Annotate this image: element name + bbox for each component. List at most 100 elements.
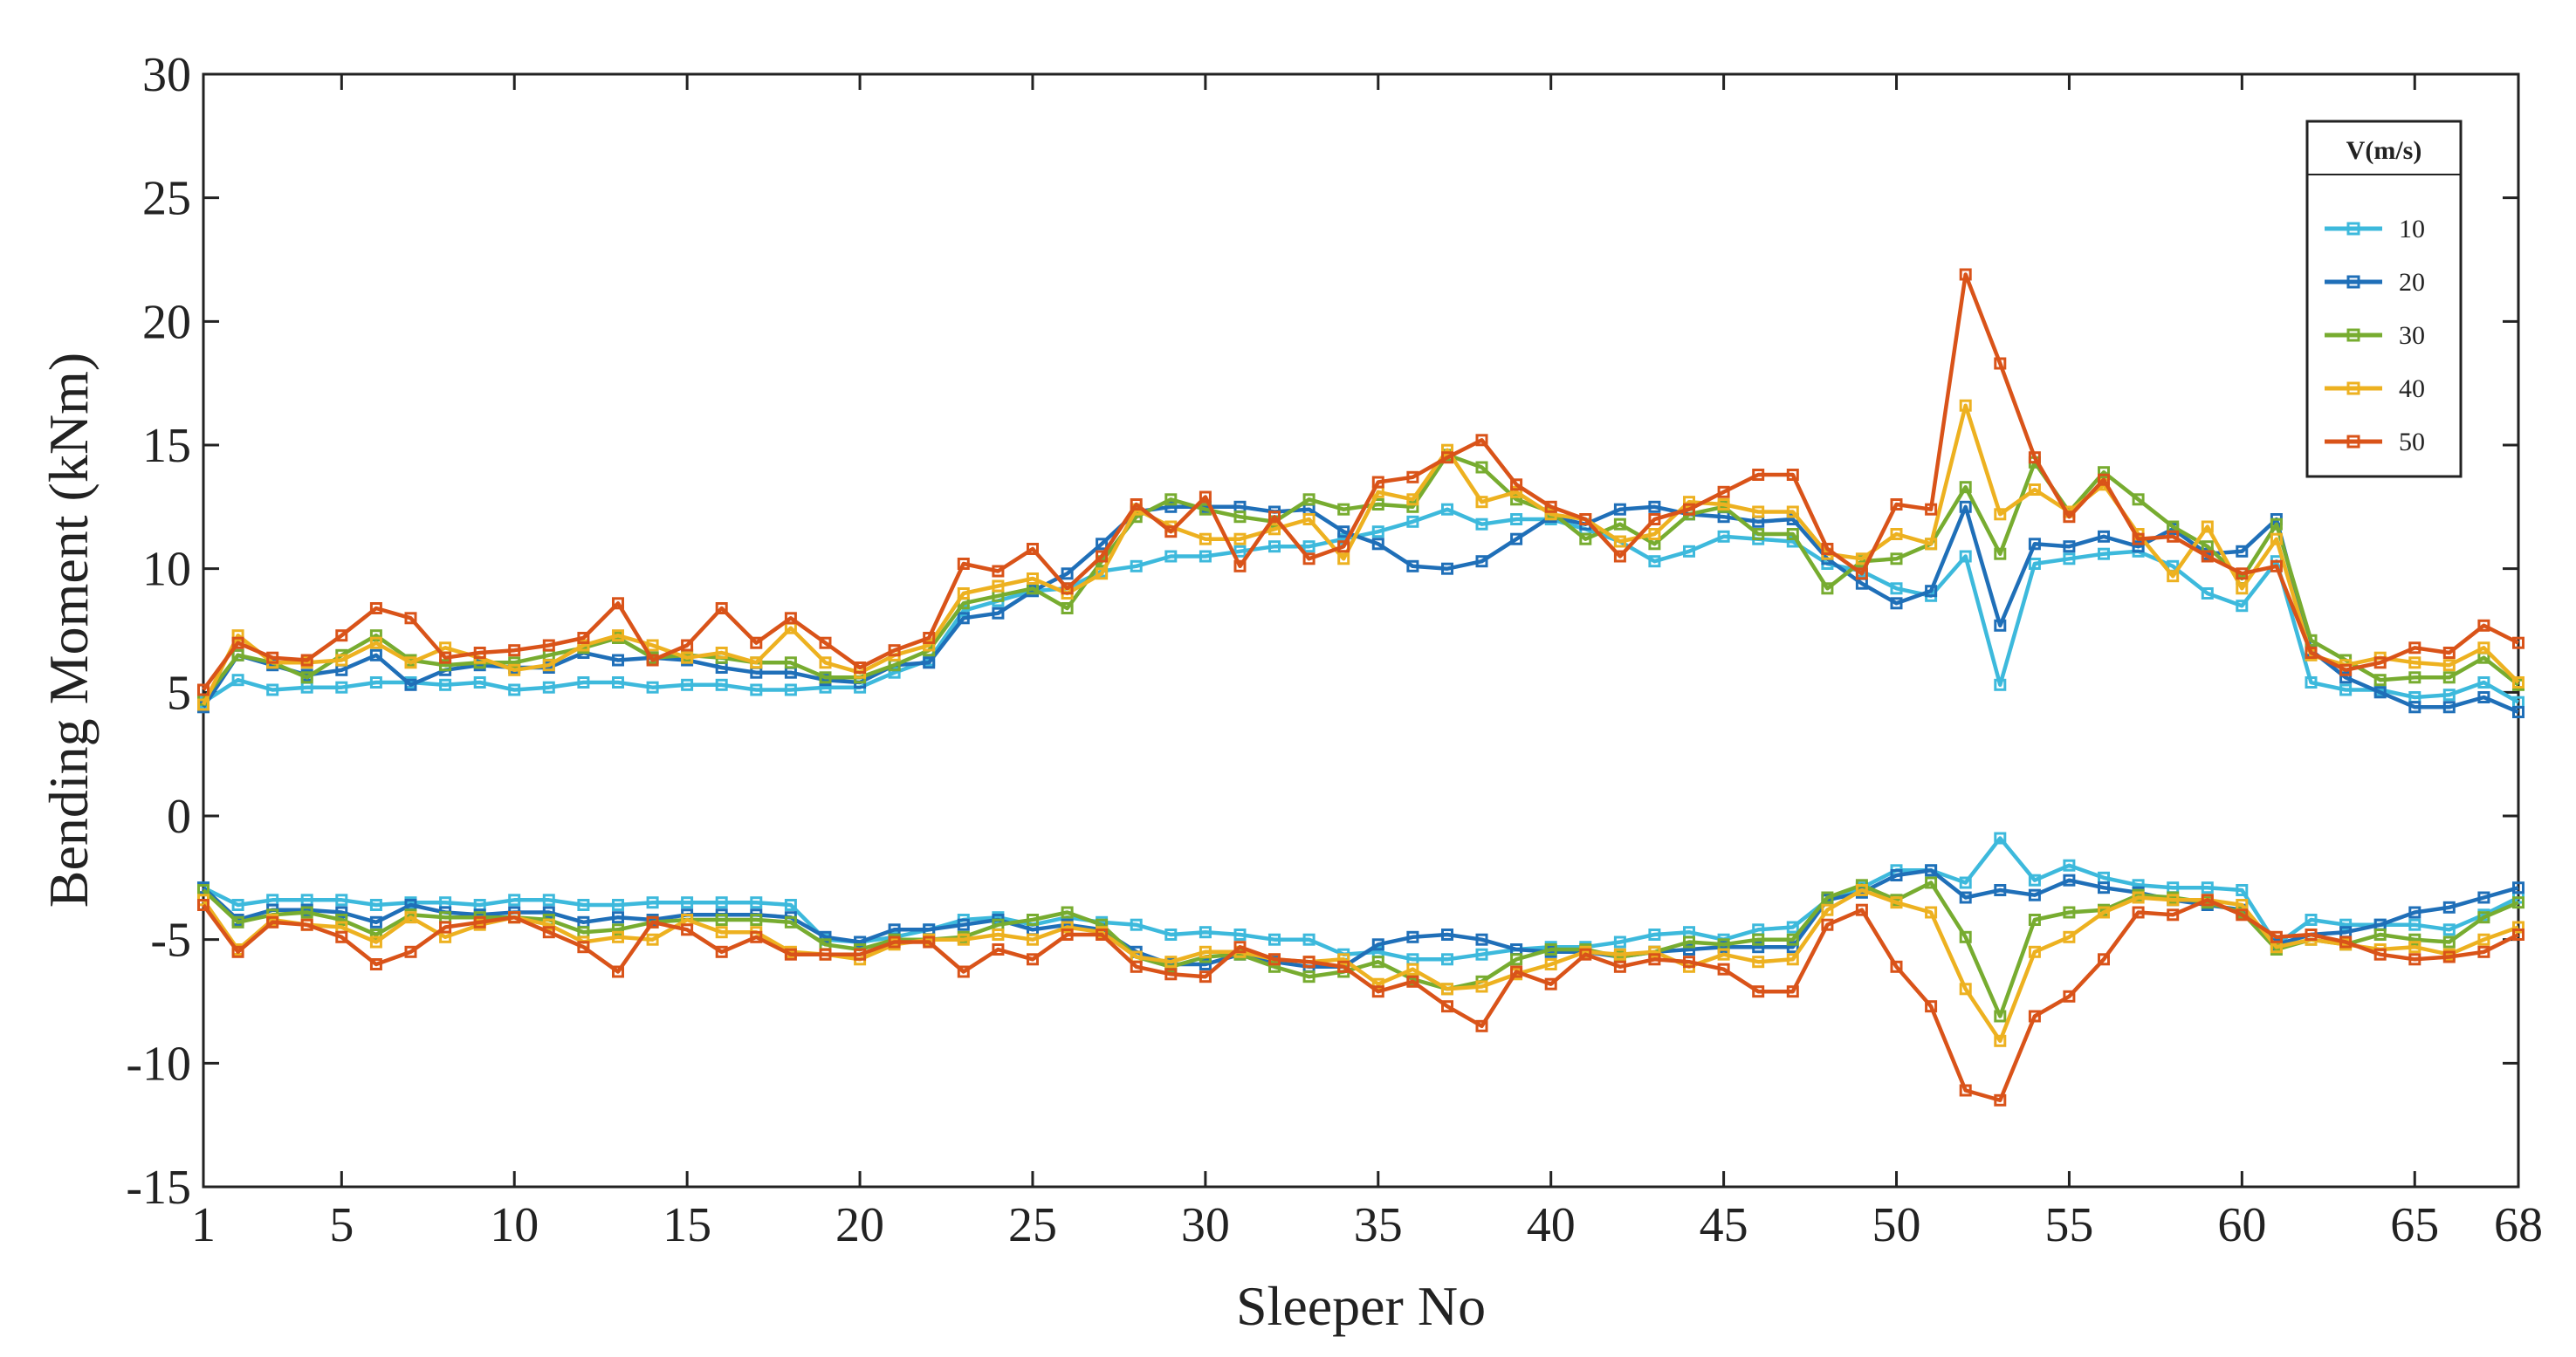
data-point xyxy=(2063,552,2076,565)
data-point xyxy=(1302,513,1315,525)
data-point xyxy=(2373,948,2387,961)
data-point xyxy=(2098,953,2110,966)
data-point xyxy=(2028,558,2041,570)
data-point xyxy=(2408,671,2421,684)
data-point xyxy=(2408,953,2421,966)
data-point xyxy=(1061,567,1074,580)
data-point xyxy=(2477,691,2490,703)
data-point xyxy=(888,666,901,679)
data-point xyxy=(2063,540,2076,553)
data-point xyxy=(335,914,348,926)
data-point xyxy=(473,647,486,659)
data-point xyxy=(2063,511,2076,524)
data-point xyxy=(404,945,417,958)
legend-swatch-marker xyxy=(2346,328,2360,342)
x-axis-ticks: 1 5 10 15 20 25 30 35 40 45 50 55 60 65 68 xyxy=(191,74,2543,1252)
x-tick-label: 1 xyxy=(191,1198,216,1252)
data-point xyxy=(784,612,797,625)
data-point xyxy=(612,930,624,943)
data-point xyxy=(1199,490,1212,504)
data-point xyxy=(2236,600,2249,613)
data-point xyxy=(1544,508,1557,521)
data-point xyxy=(266,683,279,696)
data-point xyxy=(1717,530,1730,543)
data-point xyxy=(1752,985,1765,998)
data-point xyxy=(715,678,728,691)
data-point xyxy=(1786,505,1799,518)
y-tick-label: -15 xyxy=(126,1161,191,1215)
data-point xyxy=(2028,874,2041,887)
data-point xyxy=(335,894,348,907)
data-point xyxy=(819,656,832,669)
data-point xyxy=(1441,1000,1453,1013)
data-point xyxy=(1096,538,1109,551)
plot-area-frame xyxy=(202,72,2520,1189)
data-point xyxy=(2098,466,2110,479)
data-point xyxy=(1994,832,2007,845)
data-point xyxy=(2028,451,2041,464)
data-point xyxy=(1959,930,1972,943)
data-point xyxy=(1371,538,1384,551)
data-point xyxy=(1994,547,2007,560)
data-point xyxy=(2512,676,2524,689)
data-point xyxy=(1821,918,1834,931)
data-point xyxy=(1648,945,1661,958)
data-point xyxy=(1061,929,1074,941)
data-point xyxy=(577,899,590,911)
data-point xyxy=(1302,933,1315,946)
data-point xyxy=(2132,532,2145,545)
data-point xyxy=(1441,503,1453,516)
data-point xyxy=(1786,528,1799,540)
data-point xyxy=(1752,941,1765,954)
data-point xyxy=(888,936,901,949)
data-point xyxy=(1510,532,1523,545)
data-point xyxy=(1302,970,1315,983)
data-point xyxy=(1855,884,1868,896)
y-axis-ticks: -15 -10 -5 0 5 10 15 20 25 30 xyxy=(126,48,2518,1215)
data-point xyxy=(335,930,348,943)
data-point xyxy=(231,636,244,649)
y-tick-label: 25 xyxy=(142,172,191,226)
data-point xyxy=(923,656,936,669)
legend-box xyxy=(2305,120,2463,478)
data-point xyxy=(508,894,521,907)
data-point xyxy=(1441,451,1453,464)
data-point xyxy=(715,926,728,939)
data-point xyxy=(750,896,763,909)
data-point xyxy=(1164,550,1178,563)
data-point xyxy=(1233,532,1247,545)
x-tick-label: 55 xyxy=(2044,1198,2093,1252)
data-point xyxy=(369,929,382,941)
data-point xyxy=(1994,884,2007,896)
data-point xyxy=(646,915,659,929)
data-point xyxy=(992,929,1005,941)
data-point xyxy=(854,661,867,674)
data-point xyxy=(2305,929,2318,941)
data-point xyxy=(1544,977,1557,990)
data-point xyxy=(923,632,936,644)
data-point xyxy=(1994,619,2007,632)
data-point xyxy=(1096,550,1109,563)
data-point xyxy=(197,683,210,696)
data-point xyxy=(508,644,521,657)
data-point xyxy=(1994,1010,2007,1023)
legend-item-50: 50 xyxy=(2325,428,2425,456)
data-point xyxy=(1855,567,1868,580)
y-tick-label: 10 xyxy=(142,543,191,597)
data-point xyxy=(369,676,382,689)
data-point xyxy=(1510,493,1523,506)
data-point xyxy=(819,948,832,961)
data-point xyxy=(1337,953,1350,966)
data-point xyxy=(1371,956,1384,969)
data-point xyxy=(300,918,313,931)
data-point xyxy=(439,678,452,691)
data-point xyxy=(2408,701,2421,714)
data-point xyxy=(646,681,659,694)
data-point xyxy=(2270,517,2283,531)
data-point xyxy=(335,906,348,919)
data-point xyxy=(1233,929,1247,941)
data-point xyxy=(1406,470,1419,483)
data-point xyxy=(2028,1010,2041,1023)
